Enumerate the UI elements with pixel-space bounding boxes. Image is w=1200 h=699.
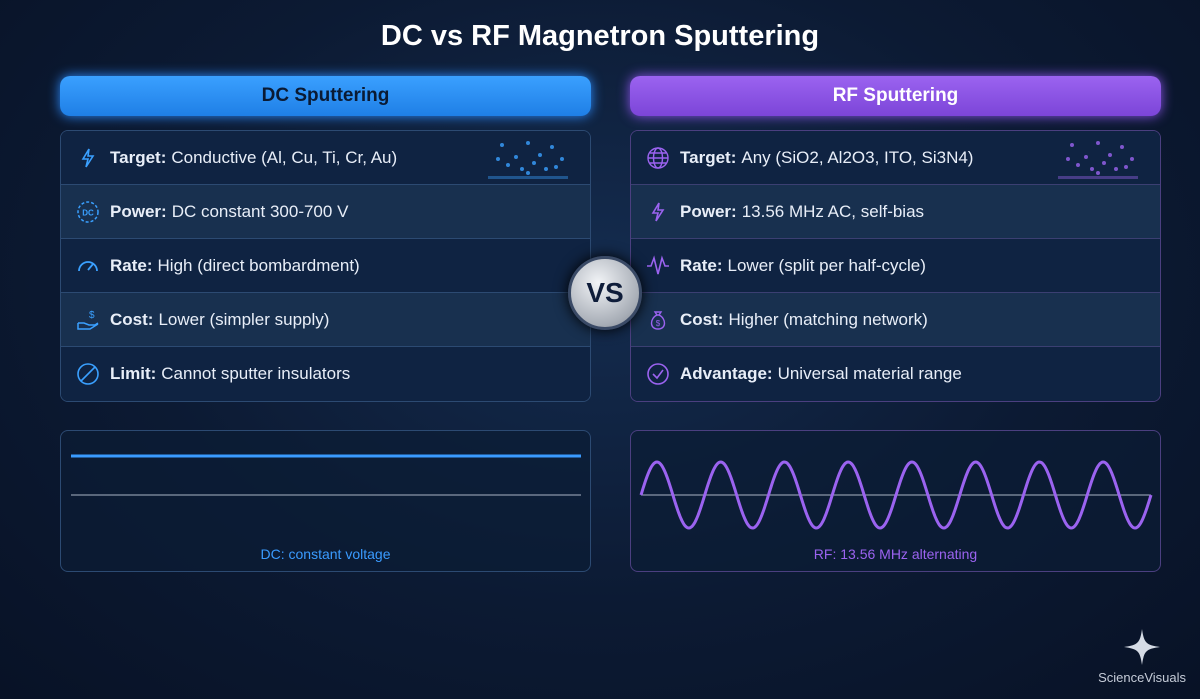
dc-waveform bbox=[71, 454, 581, 496]
row-value: High (direct bombardment) bbox=[157, 255, 360, 275]
svg-text:$: $ bbox=[89, 310, 95, 321]
comparison-row: Rate: High (direct bombardment) bbox=[61, 239, 590, 293]
watermark-text: ScienceVisuals bbox=[1098, 670, 1186, 685]
comparison-row: $ Cost: Higher (matching network) bbox=[631, 293, 1160, 347]
dc-icon: DC bbox=[75, 199, 101, 225]
row-value: Lower (split per half-cycle) bbox=[727, 255, 926, 275]
rf-waveform-panel: RF: 13.56 MHz alternating bbox=[630, 430, 1161, 572]
lightning-icon bbox=[75, 145, 101, 171]
globe-icon bbox=[645, 145, 671, 171]
rf-column: RF Sputtering Target: Any (SiO2, Al2O3, I… bbox=[630, 76, 1161, 402]
comparison-row: Limit: Cannot sputter insulators bbox=[61, 347, 590, 401]
sputter-particles-icon bbox=[488, 141, 568, 179]
sparkle-logo-icon bbox=[1124, 629, 1161, 665]
sputter-particles-icon bbox=[1058, 141, 1138, 179]
dc-column: DC Sputtering Target: Conductive (Al, Cu,… bbox=[60, 76, 591, 402]
lightning-icon bbox=[645, 199, 671, 225]
row-label: Rate: bbox=[110, 255, 153, 275]
rf-caption: RF: 13.56 MHz alternating bbox=[813, 546, 978, 562]
check-circle-icon bbox=[645, 361, 671, 387]
row-value: Universal material range bbox=[777, 364, 962, 383]
comparison-row: Advantage: Universal material range bbox=[631, 347, 1160, 401]
money-bag-icon: $ bbox=[645, 307, 671, 333]
comparison-row: $ Cost: Lower (simpler supply) bbox=[61, 293, 590, 347]
dc-header: DC Sputtering bbox=[60, 76, 591, 116]
row-value: Higher (matching network) bbox=[728, 309, 928, 329]
row-label: Cost: bbox=[110, 309, 154, 329]
row-label: Advantage: bbox=[680, 364, 773, 383]
row-label: Rate: bbox=[680, 255, 723, 275]
comparison-row: DC Power: DC constant 300-700 V bbox=[61, 185, 590, 239]
wave-icon bbox=[645, 253, 671, 279]
dc-rows: Target: Conductive (Al, Cu, Ti, Cr, Au) DC… bbox=[60, 130, 591, 402]
row-value: Conductive (Al, Cu, Ti, Cr, Au) bbox=[171, 147, 398, 167]
dc-waveform-panel: DC: constant voltage bbox=[60, 430, 591, 572]
row-value: Cannot sputter insulators bbox=[161, 364, 351, 383]
rf-header: RF Sputtering bbox=[630, 76, 1161, 116]
page-title: DC vs RF Magnetron Sputtering bbox=[380, 20, 820, 52]
row-label: Power: bbox=[680, 201, 737, 221]
row-value: DC constant 300-700 V bbox=[171, 201, 349, 221]
rf-waveform bbox=[639, 460, 1153, 530]
row-value: Any (SiO2, Al2O3, ITO, Si3N4) bbox=[741, 147, 974, 167]
comparison-row: Power: 13.56 MHz AC, self-bias bbox=[631, 185, 1160, 239]
row-label: Limit: bbox=[110, 364, 157, 383]
comparison-row: Target: Any (SiO2, Al2O3, ITO, Si3N4) bbox=[631, 131, 1160, 185]
prohibited-icon bbox=[75, 361, 101, 387]
dc-caption: DC: constant voltage bbox=[260, 546, 391, 562]
row-value: 13.56 MHz AC, self-bias bbox=[741, 201, 925, 221]
row-label: Target: bbox=[110, 147, 167, 167]
row-value: Lower (simpler supply) bbox=[158, 309, 330, 329]
svg-text:DC: DC bbox=[82, 208, 94, 217]
vs-badge: VS bbox=[568, 256, 642, 330]
rf-rows: Target: Any (SiO2, Al2O3, ITO, Si3N4) Powe… bbox=[630, 130, 1161, 402]
watermark: ScienceVisuals bbox=[1098, 627, 1186, 685]
rf-sine-wave bbox=[639, 460, 1153, 530]
svg-text:$: $ bbox=[656, 319, 661, 328]
row-label: Cost: bbox=[680, 309, 724, 329]
comparison-row: Target: Conductive (Al, Cu, Ti, Cr, Au) bbox=[61, 131, 590, 185]
comparison-row: Rate: Lower (split per half-cycle) bbox=[631, 239, 1160, 293]
hand-dollar-icon: $ bbox=[75, 307, 101, 333]
row-label: Power: bbox=[110, 201, 167, 221]
row-label: Target: bbox=[680, 147, 737, 167]
gauge-icon bbox=[75, 253, 101, 279]
